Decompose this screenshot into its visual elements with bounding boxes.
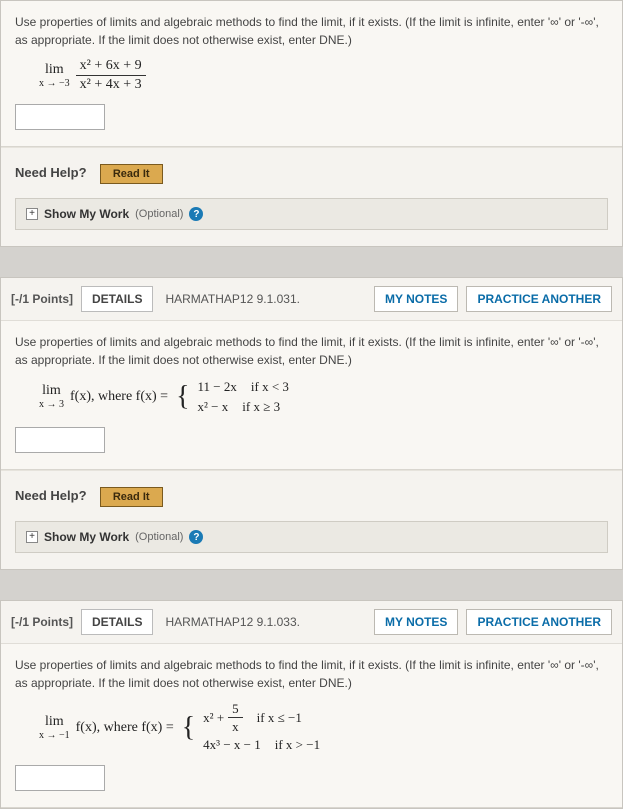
question-1-math: lim x → −3 x² + 6x + 9 x² + 4x + 3 [39,59,608,92]
question-3-prompt: Use properties of limits and algebraic m… [15,656,608,692]
practice-another-button[interactable]: PRACTICE ANOTHER [466,609,612,635]
fx-label: f(x), where f(x) = [70,389,168,405]
limit-notation: lim x → −1 [39,715,70,741]
smw-toggle-icon[interactable]: + [26,208,38,220]
answer-input-1[interactable] [15,104,105,130]
smw-toggle-icon[interactable]: + [26,531,38,543]
question-2-header: [-/1 Points] DETAILS HARMATHAP12 9.1.031… [1,278,622,321]
details-button[interactable]: DETAILS [81,286,153,312]
piecewise-cases: x² + 5 x if x ≤ −1 4x³ − x − 1 if x > −1 [203,702,320,753]
question-3-math: lim x → −1 f(x), where f(x) = { x² + 5 x… [39,702,608,753]
my-notes-button[interactable]: MY NOTES [374,609,458,635]
question-2-prompt: Use properties of limits and algebraic m… [15,333,608,369]
answer-input-3[interactable] [15,765,105,791]
help-icon[interactable]: ? [189,207,203,221]
show-my-work-1[interactable]: + Show My Work (Optional) ? [15,198,608,230]
smw-label: Show My Work [44,207,129,221]
points-label: [-/1 Points] [11,615,73,629]
need-help-1: Need Help? Read It + Show My Work (Optio… [1,147,622,246]
need-help-label: Need Help? [15,165,87,180]
question-2-body: Use properties of limits and algebraic m… [1,321,622,470]
help-icon[interactable]: ? [189,530,203,544]
smw-optional: (Optional) [135,531,183,543]
question-2: [-/1 Points] DETAILS HARMATHAP12 9.1.031… [0,277,623,570]
question-2-math: lim x → 3 f(x), where f(x) = { 11 − 2x i… [39,379,608,415]
need-help-label: Need Help? [15,488,87,503]
question-3-body: Use properties of limits and algebraic m… [1,644,622,808]
question-ref: HARMATHAP12 9.1.031. [165,292,300,306]
answer-input-2[interactable] [15,427,105,453]
practice-another-button[interactable]: PRACTICE ANOTHER [466,286,612,312]
piecewise-cases: 11 − 2x if x < 3 x² − x if x ≥ 3 [198,379,289,415]
brace-icon: { [176,383,189,411]
fraction: 5 x [228,702,243,733]
question-3-header: [-/1 Points] DETAILS HARMATHAP12 9.1.033… [1,601,622,644]
show-my-work-2[interactable]: + Show My Work (Optional) ? [15,521,608,553]
limit-notation: lim x → 3 [39,384,64,410]
question-3: [-/1 Points] DETAILS HARMATHAP12 9.1.033… [0,600,623,809]
read-it-button[interactable]: Read It [100,487,163,507]
limit-notation: lim x → −3 [39,63,70,89]
brace-icon: { [182,714,195,742]
smw-optional: (Optional) [135,208,183,220]
question-1-prompt: Use properties of limits and algebraic m… [15,13,608,49]
question-1-body: Use properties of limits and algebraic m… [1,1,622,147]
my-notes-button[interactable]: MY NOTES [374,286,458,312]
read-it-button[interactable]: Read It [100,164,163,184]
need-help-2: Need Help? Read It + Show My Work (Optio… [1,470,622,569]
smw-label: Show My Work [44,530,129,544]
details-button[interactable]: DETAILS [81,609,153,635]
fx-label: f(x), where f(x) = [76,720,174,736]
fraction: x² + 6x + 9 x² + 4x + 3 [76,59,146,92]
question-1: Use properties of limits and algebraic m… [0,0,623,247]
question-ref: HARMATHAP12 9.1.033. [165,615,300,629]
points-label: [-/1 Points] [11,292,73,306]
